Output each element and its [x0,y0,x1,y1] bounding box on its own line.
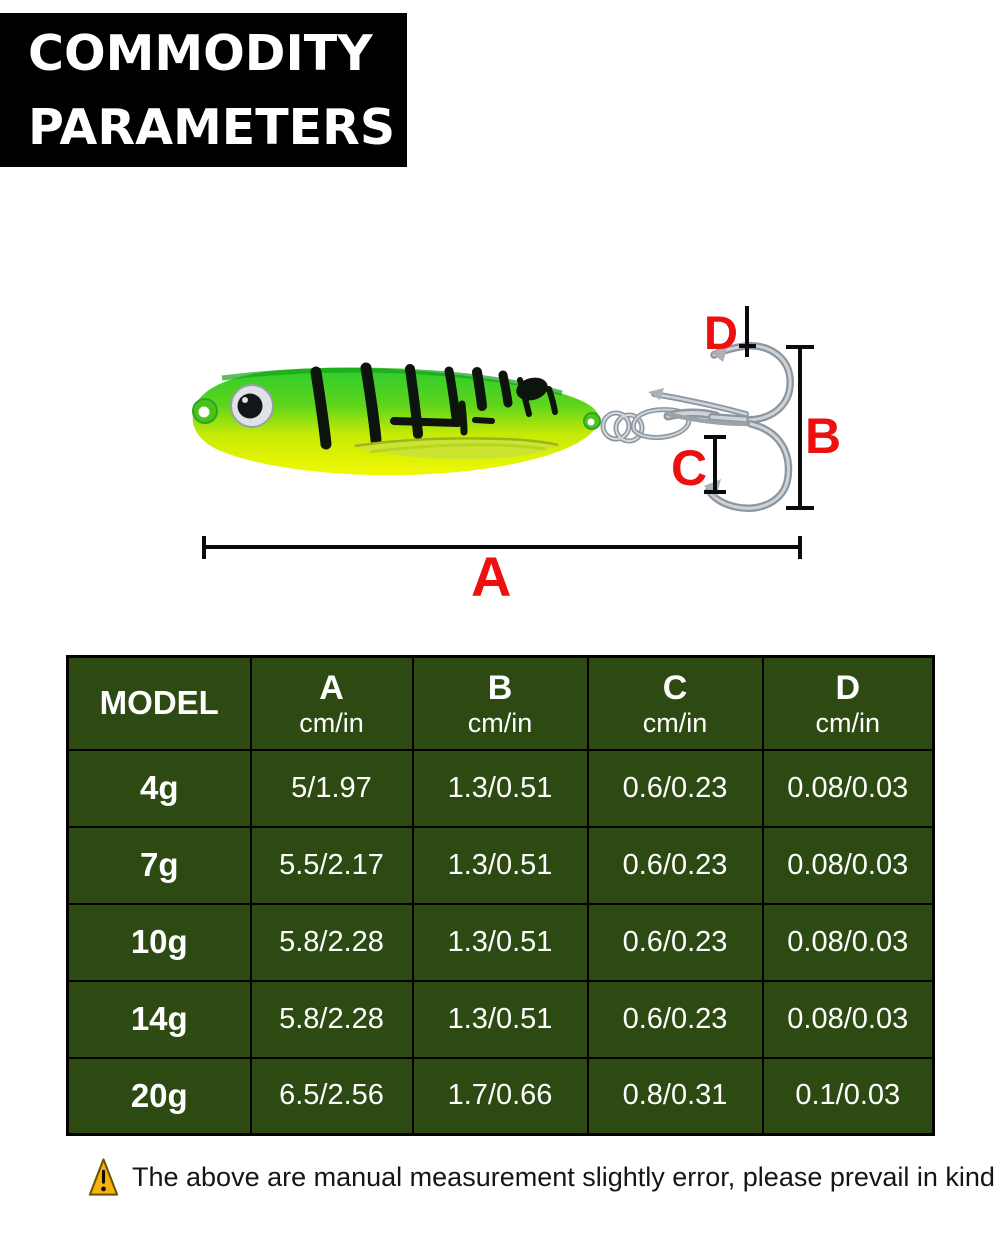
disclaimer-text: The above are manual measurement slightl… [132,1161,995,1192]
table-row: 14g 5.8/2.28 1.3/0.51 0.6/0.23 0.08/0.03 [66,979,935,1059]
dimension-label-d: D [704,306,738,359]
col-header-c: C cm/in [586,655,764,751]
value-cell: 0.8/0.31 [586,1056,764,1136]
tiger-stripes [310,362,558,450]
dimension-line-d [739,306,756,357]
title-line-1: COMMODITY [28,25,373,82]
value-cell: 1.3/0.51 [411,979,589,1059]
table-row: 10g 5.8/2.28 1.3/0.51 0.6/0.23 0.08/0.03 [66,902,935,982]
value-cell: 1.7/0.66 [411,1056,589,1136]
dimension-line-b [786,345,814,510]
value-cell: 1.3/0.51 [411,825,589,905]
value-cell: 0.6/0.23 [586,825,764,905]
model-cell: 20g [66,1056,252,1136]
warning-triangle-icon [88,1158,119,1196]
value-cell: 0.08/0.03 [761,979,935,1059]
table-row: 7g 5.5/2.17 1.3/0.51 0.6/0.23 0.08/0.03 [66,825,935,905]
table-row: 20g 6.5/2.56 1.7/0.66 0.8/0.31 0.1/0.03 [66,1056,935,1136]
lure-dimension-diagram [192,306,814,559]
value-cell: 0.08/0.03 [761,748,935,828]
value-cell: 1.3/0.51 [411,902,589,982]
value-cell: 5/1.97 [249,748,414,828]
value-cell: 0.6/0.23 [586,979,764,1059]
dimension-label-a: A [471,545,512,608]
model-cell: 10g [66,902,252,982]
value-cell: 5.8/2.28 [249,902,414,982]
spec-table: MODEL A cm/in B cm/in C cm/in D cm/in 4g… [66,655,935,1136]
dimension-label-b: B [805,408,842,464]
lure-body [192,362,601,476]
value-cell: 1.3/0.51 [411,748,589,828]
value-cell: 5.5/2.17 [249,825,414,905]
dimension-line-c [704,435,726,494]
value-cell: 0.6/0.23 [586,902,764,982]
value-cell: 6.5/2.56 [249,1056,414,1136]
col-header-a: A cm/in [249,655,414,751]
lure-eye [230,384,274,428]
value-cell: 5.8/2.28 [249,979,414,1059]
table-row: 4g 5/1.97 1.3/0.51 0.6/0.23 0.08/0.03 [66,748,935,828]
value-cell: 0.08/0.03 [761,825,935,905]
title-banner: COMMODITY PARAMETERS [0,13,407,167]
dimension-label-c: C [671,440,708,496]
belly-patch [352,437,560,460]
model-cell: 7g [66,825,252,905]
col-header-d: D cm/in [761,655,935,751]
model-cell: 14g [66,979,252,1059]
treble-hook [600,342,794,512]
value-cell: 0.08/0.03 [761,902,935,982]
value-cell: 0.1/0.03 [761,1056,935,1136]
col-header-b: B cm/in [411,655,589,751]
value-cell: 0.6/0.23 [586,748,764,828]
col-header-model: MODEL [66,655,252,751]
title-line-2: PARAMETERS [28,99,396,156]
dimension-lines [202,306,814,559]
measurement-disclaimer: The above are manual measurement slightl… [88,1156,995,1198]
table-header-row: MODEL A cm/in B cm/in C cm/in D cm/in [66,655,935,751]
model-cell: 4g [66,748,252,828]
dimension-line-a [202,536,802,559]
